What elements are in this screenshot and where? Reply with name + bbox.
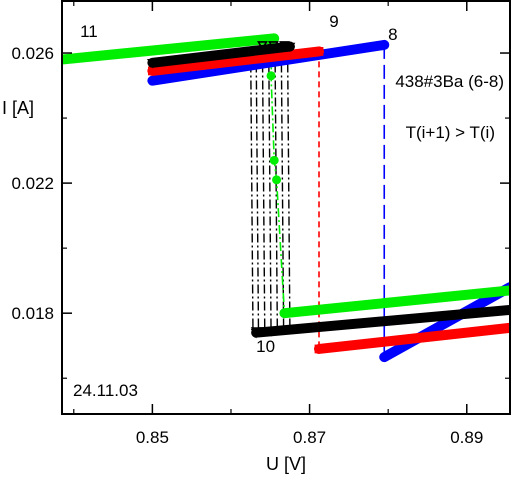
y-tick-label: 0.026 bbox=[11, 44, 54, 63]
series-10-marker bbox=[279, 41, 290, 51]
series-9-lower-branch bbox=[314, 322, 510, 354]
plot-frame bbox=[61, 0, 511, 415]
series-11-transition-point bbox=[269, 155, 279, 165]
x-axis-title: U [V] bbox=[266, 454, 306, 474]
series-8-upper-branch bbox=[147, 39, 390, 86]
series-label-8: 8 bbox=[388, 25, 397, 44]
series-10-marker bbox=[250, 327, 262, 337]
series-8-lower-branch bbox=[379, 282, 510, 363]
series-11-upper-branch bbox=[62, 33, 280, 65]
series-10-marker bbox=[258, 327, 270, 337]
series-10-marker bbox=[257, 41, 268, 51]
plot-area bbox=[62, 33, 510, 363]
series-9-marker bbox=[314, 47, 324, 56]
x-tick-label: 0.85 bbox=[136, 428, 169, 447]
x-tick-label: 0.87 bbox=[293, 428, 326, 447]
annotation-sample: 438#3Ba (6-8) bbox=[395, 72, 504, 91]
series-10-marker bbox=[250, 328, 262, 339]
series-10-transition-line bbox=[268, 46, 272, 333]
series-label-11: 11 bbox=[80, 22, 98, 41]
axis-ticks bbox=[62, 1, 510, 414]
series-9-marker bbox=[314, 344, 324, 354]
series-label-10: 10 bbox=[256, 337, 275, 356]
series-10-transition-line bbox=[274, 46, 279, 333]
axis-tick-labels: 0.85 0.87 0.89 0.018 0.022 0.026 8 9 10 11 bbox=[11, 12, 483, 447]
series-10-marker bbox=[147, 58, 158, 69]
series-11-marker bbox=[279, 308, 289, 318]
series-10-transition-line bbox=[255, 46, 260, 333]
series-11-transition-point bbox=[266, 71, 276, 81]
series-10-transition-line bbox=[261, 46, 266, 333]
series-10-transition-line bbox=[249, 46, 254, 333]
series-label-9: 9 bbox=[329, 12, 338, 31]
annotation-condition: T(i+1) > T(i) bbox=[406, 123, 495, 142]
series-10-transition-line bbox=[286, 46, 291, 333]
series-10-transition-line bbox=[280, 46, 285, 333]
series-8-marker bbox=[379, 40, 389, 50]
x-tick-label: 0.89 bbox=[450, 428, 483, 447]
series-11-lower-branch bbox=[279, 285, 510, 319]
series-8-marker bbox=[379, 352, 389, 362]
series-9-upper-branch bbox=[147, 46, 325, 76]
y-axis-title: I [A] bbox=[2, 98, 34, 118]
y-tick-label: 0.018 bbox=[11, 304, 54, 323]
series-10-upper-branch bbox=[147, 41, 295, 68]
y-tick-label: 0.022 bbox=[11, 174, 54, 193]
series-11-transition-point bbox=[272, 175, 282, 185]
annotation-date: 24.11.03 bbox=[73, 381, 138, 400]
series-10-marker bbox=[268, 41, 279, 51]
series-10-marker bbox=[284, 42, 296, 53]
series-8-marker bbox=[147, 76, 157, 86]
series-10-marker bbox=[266, 327, 278, 337]
series-10-lower-branch bbox=[251, 304, 510, 338]
